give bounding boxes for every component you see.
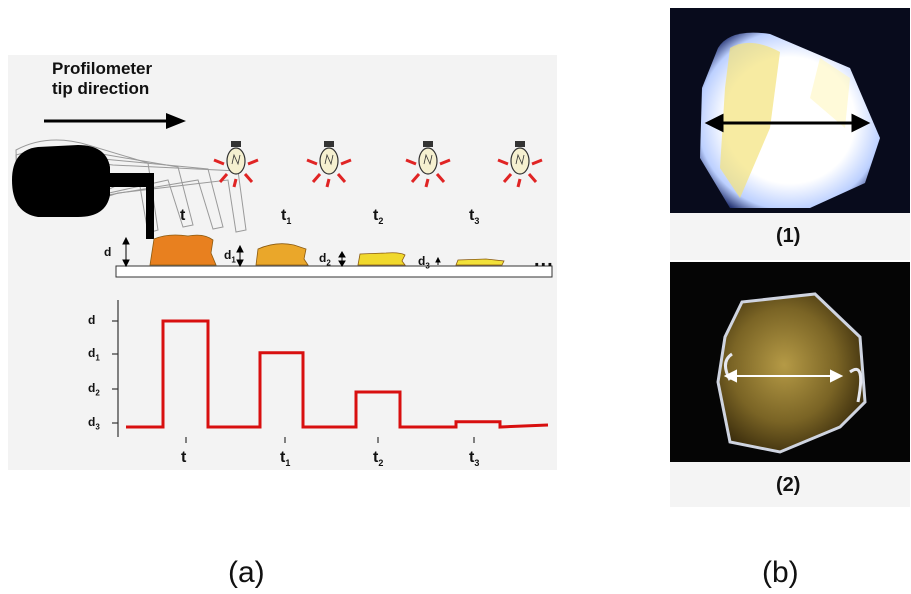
profile-y-label-d: d [88, 313, 96, 327]
thickness-arrows [122, 236, 441, 268]
thickness-label-d3: d3 [418, 254, 430, 271]
bulb-t [213, 141, 259, 188]
profilometer-head [12, 145, 154, 239]
crystal-1-width-arrow [704, 113, 871, 133]
continuation-ellipsis: ... [534, 249, 554, 271]
thickness-label-d: d [104, 245, 112, 259]
sample-t2 [357, 252, 406, 266]
crystal-2-width-arrow [723, 369, 844, 383]
caption-1: (1) [776, 225, 801, 247]
profile-axes [112, 300, 475, 443]
schematic-graphics [12, 113, 553, 443]
profile-x-label-t1: t1 [280, 449, 291, 469]
profile-y-label-d3: d3 [88, 415, 100, 432]
thickness-label-d2: d2 [319, 251, 331, 268]
sample-t3 [455, 258, 505, 266]
sample-label-t: t [180, 207, 186, 224]
samples [149, 234, 505, 266]
direction-arrow [44, 113, 186, 129]
profile-y-label-d2: d2 [88, 381, 100, 398]
substrate [115, 265, 553, 278]
bulb-t2 [405, 141, 451, 188]
direction-label-line1: Profilometer [52, 59, 153, 78]
panel-caption-a: (a) [228, 556, 265, 589]
profile-y-label-d1: d1 [88, 346, 100, 363]
profile-x-label-t2: t2 [373, 449, 384, 469]
thickness-label-d1: d1 [224, 248, 236, 265]
caption-2: (2) [776, 474, 801, 496]
direction-label: Profilometer tip direction [52, 59, 152, 99]
panel-a-diagram: Profilometer tip direction [8, 55, 557, 470]
profile-x-label-t3: t3 [469, 449, 480, 469]
sample-label-t2: t2 [373, 207, 384, 227]
crystal-photo-2 [670, 262, 910, 462]
caption-strip-1: (1) [670, 213, 910, 260]
sample-label-t1: t1 [281, 207, 292, 227]
bulb-t1 [306, 141, 352, 188]
profile-x-label-t: t [181, 449, 187, 466]
panel-caption-b: (b) [762, 556, 799, 589]
sample-t [149, 234, 217, 266]
sample-t1 [255, 243, 309, 266]
light-bulbs [213, 141, 543, 188]
direction-label-line2: tip direction [52, 79, 150, 98]
caption-strip-2: (2) [670, 462, 910, 507]
crystal-photo-1 [670, 8, 910, 213]
bulb-t3 [497, 141, 543, 188]
sample-label-t3: t3 [469, 207, 480, 227]
profile-trace [126, 319, 549, 429]
